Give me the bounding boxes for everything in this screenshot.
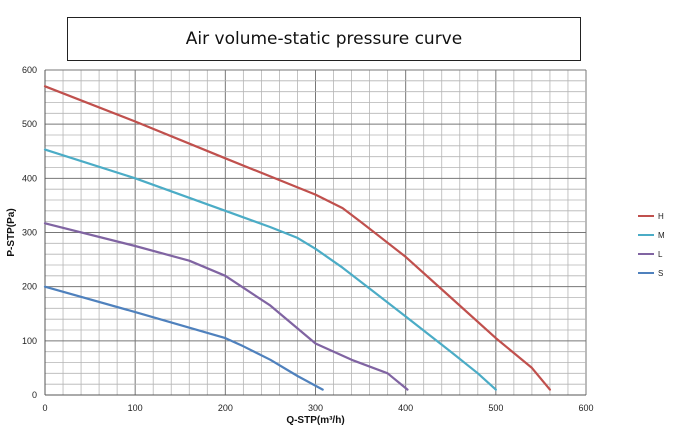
x-tick-label: 100 (128, 403, 143, 413)
chart-title: Air volume-static pressure curve (185, 29, 463, 49)
x-tick-label: 0 (42, 403, 47, 413)
y-tick-label: 500 (22, 119, 37, 129)
series-line-l (43, 222, 409, 391)
x-axis-title: Q-STP(m³/h) (286, 415, 344, 426)
series-line-h (43, 85, 552, 391)
y-tick-label: 100 (22, 336, 37, 346)
y-tick-label: 300 (22, 228, 37, 238)
y-axis-title: P-STP(Pa) (6, 208, 17, 256)
legend-label-h: H (658, 212, 664, 221)
x-tick-label: 200 (218, 403, 233, 413)
x-tick-label: 500 (488, 403, 503, 413)
y-tick-label: 200 (22, 282, 37, 292)
x-tick-label: 300 (308, 403, 323, 413)
series-line-s (43, 285, 324, 391)
chart-title-box: Air volume-static pressure curve (67, 17, 581, 61)
series-line-m (43, 148, 497, 391)
legend-label-m: M (658, 231, 665, 240)
legend-label-s: S (658, 269, 663, 278)
legend-label-l: L (658, 250, 663, 259)
y-tick-label: 600 (22, 65, 37, 75)
y-tick-label: 400 (22, 173, 37, 183)
y-tick-label: 0 (32, 390, 37, 400)
x-tick-label: 400 (398, 403, 413, 413)
x-tick-label: 600 (578, 403, 593, 413)
